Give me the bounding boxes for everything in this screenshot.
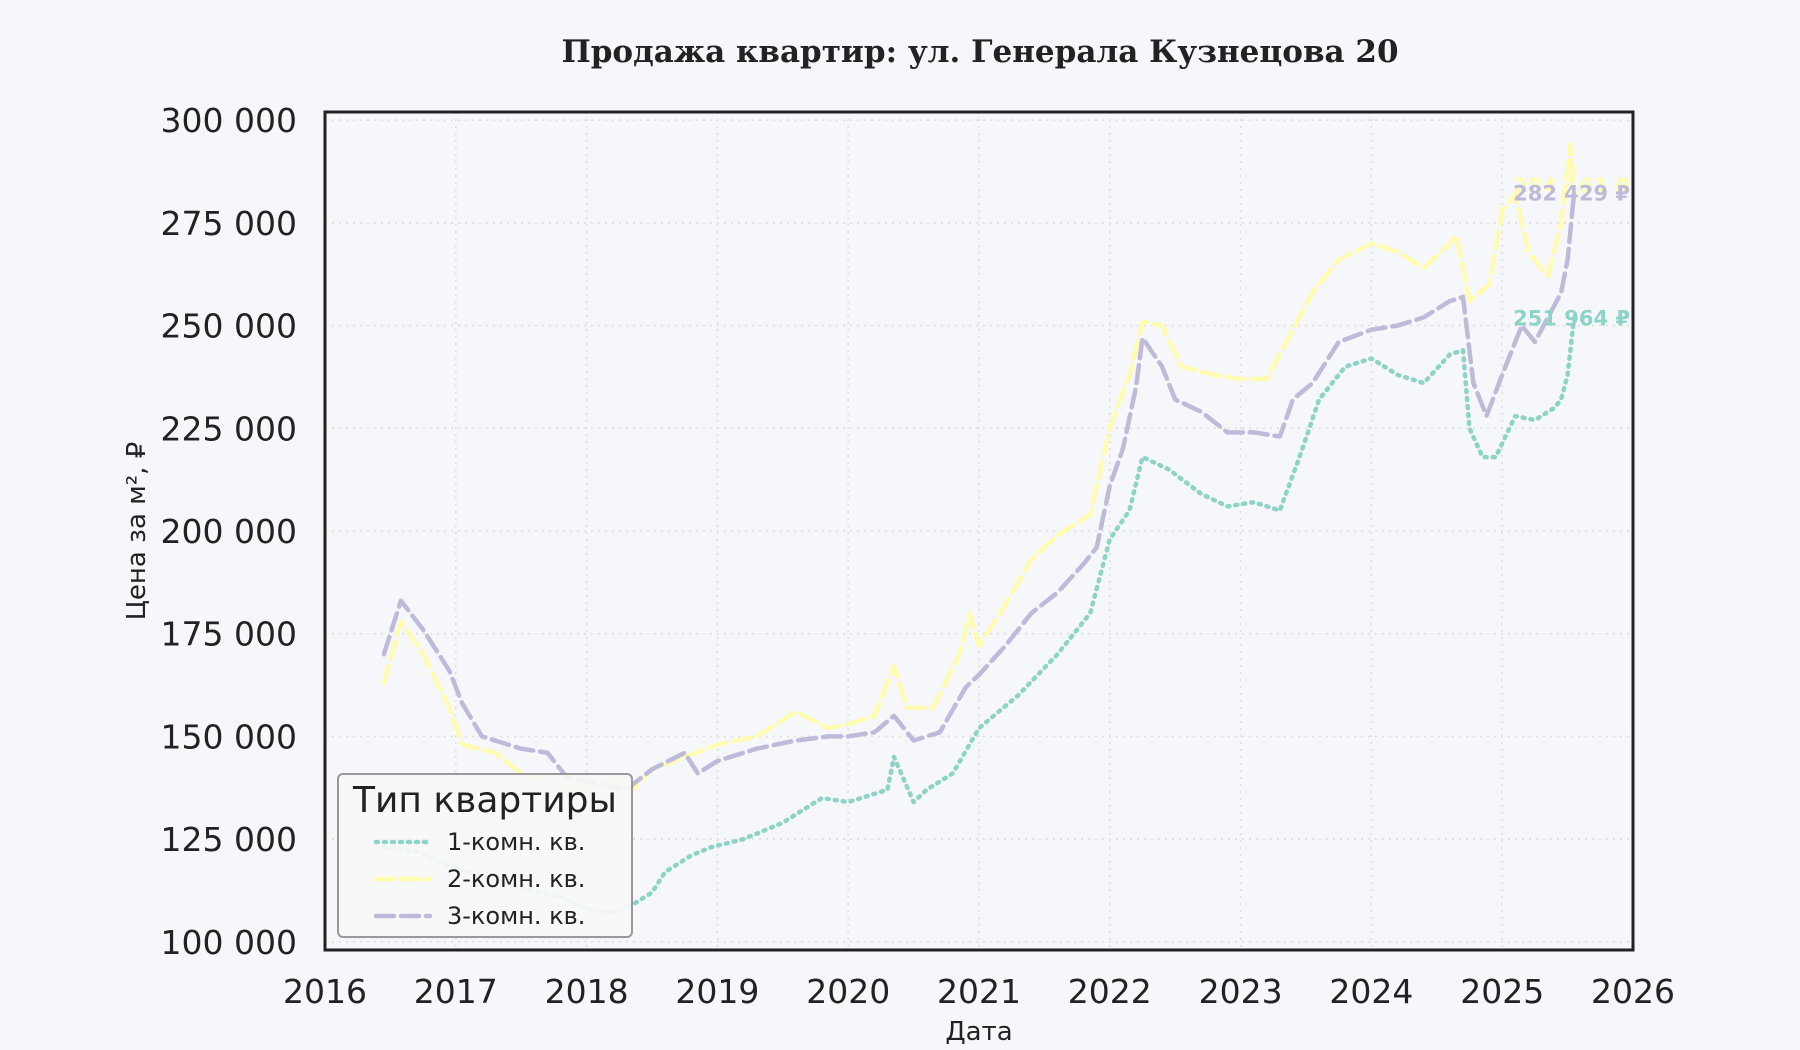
x-tick-label: 2016 [283, 972, 367, 1011]
x-tick-label: 2024 [1329, 972, 1413, 1011]
series-end-label-1: 251 964 ₽ [1513, 307, 1630, 331]
y-tick-label: 175 000 [161, 615, 297, 654]
x-tick-label: 2021 [937, 972, 1021, 1011]
x-tick-label: 2018 [545, 972, 629, 1011]
x-axis-ticks: 2016 2017 2018 2019 2020 2021 2022 2023 2024 2025… [283, 972, 1675, 1011]
legend-label-2: 2-комн. кв. [447, 865, 585, 893]
series-line-3 [381, 190, 1577, 793]
x-tick-label: 2026 [1591, 972, 1675, 1011]
y-axis-ticks: 100 000 125 000 150 000 175 000 200 000 225 0… [161, 101, 297, 962]
x-tick-label: 2017 [414, 972, 498, 1011]
y-axis-label: Цена за м², ₽ [122, 442, 152, 621]
legend-label-1: 1-комн. кв. [447, 828, 585, 856]
x-tick-label: 2020 [806, 972, 890, 1011]
legend-box [337, 773, 633, 938]
x-tick-label: 2023 [1199, 972, 1283, 1011]
legend-label-3: 3-комн. кв. [447, 902, 585, 930]
legend: Тип квартиры 1-комн. кв. 2-комн. кв. 3-ком… [337, 773, 633, 938]
y-tick-label: 125 000 [161, 820, 297, 859]
series-line-1 [381, 315, 1577, 916]
x-axis-label: Дата [945, 1017, 1012, 1047]
x-tick-label: 2025 [1460, 972, 1544, 1011]
y-tick-label: 275 000 [161, 204, 297, 243]
plot-frame [323, 110, 1635, 952]
series-end-label-2: 284 161 ₽ [1513, 174, 1630, 198]
y-tick-label: 300 000 [161, 101, 297, 140]
end-labels: 251 964 ₽ 284 161 ₽282 429 ₽ [1513, 174, 1630, 330]
x-tick-label: 2022 [1068, 972, 1152, 1011]
y-tick-label: 150 000 [161, 717, 297, 756]
series-end-label-3: 282 429 ₽ [1513, 181, 1630, 205]
legend-items: 1-комн. кв. 2-комн. кв. 3-комн. кв. [373, 828, 585, 930]
y-tick-label: 200 000 [161, 512, 297, 551]
y-tick-label: 100 000 [161, 923, 297, 962]
y-tick-label: 250 000 [161, 307, 297, 346]
x-tick-label: 2019 [675, 972, 759, 1011]
y-tick-label: 225 000 [161, 409, 297, 448]
chart-title: Продажа квартир: ул. Генерала Кузнецова … [561, 34, 1398, 70]
legend-title: Тип квартиры [352, 780, 617, 821]
